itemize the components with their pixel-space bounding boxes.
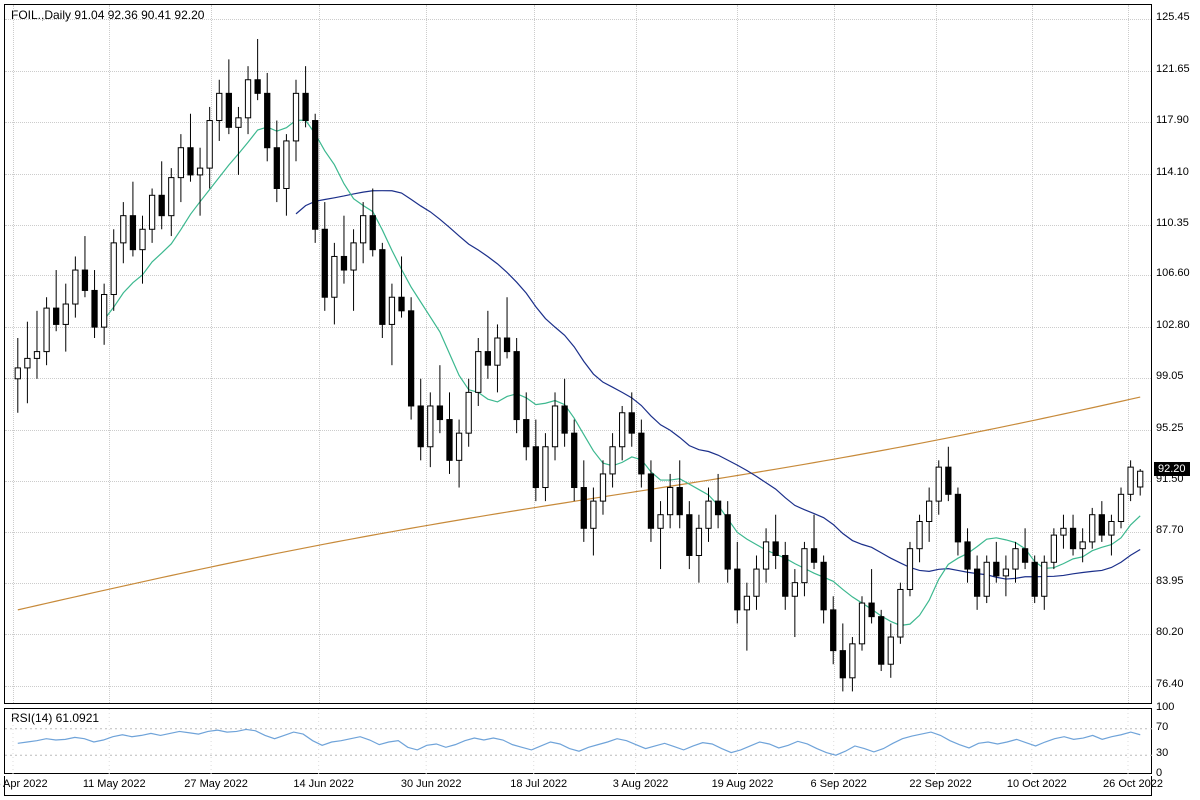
price-y-tick: 117.90 [1156,114,1189,126]
rsi-panel[interactable]: RSI(14) 61.0921 [4,708,1152,774]
x-tick: 11 May 2022 [74,778,154,790]
x-tick: 22 Sep 2022 [901,778,981,790]
rsi-y-tick: 70 [1156,721,1168,733]
price-y-tick: 114.10 [1156,166,1189,178]
price-chart-svg [5,5,1153,705]
rsi-y-tick: 100 [1156,701,1174,713]
price-y-tick: 121.65 [1156,63,1190,75]
rsi-y-tick: 30 [1156,747,1168,759]
price-y-tick: 99.05 [1156,370,1184,382]
price-chart-panel[interactable]: FOIL.,Daily 91.04 92.36 90.41 92.20 [4,4,1152,704]
rsi-svg [5,709,1153,775]
price-y-tick: 83.95 [1156,575,1184,587]
x-tick: 25 Apr 2022 [0,778,58,790]
x-axis-panel: 25 Apr 202211 May 202227 May 202214 Jun … [4,776,1152,796]
price-y-tick: 80.20 [1156,626,1184,638]
x-tick: 30 Jun 2022 [391,778,471,790]
price-y-tick: 87.70 [1156,524,1184,536]
x-tick: 26 Oct 2022 [1093,778,1173,790]
x-tick: 14 Jun 2022 [284,778,364,790]
x-tick: 3 Aug 2022 [601,778,681,790]
price-y-tick: 95.25 [1156,422,1184,434]
x-tick: 19 Aug 2022 [702,778,782,790]
price-y-tick: 106.60 [1156,267,1190,279]
x-tick: 27 May 2022 [176,778,256,790]
x-tick: 6 Sep 2022 [799,778,879,790]
x-tick: 10 Oct 2022 [997,778,1077,790]
price-y-tick: 76.40 [1156,678,1184,690]
price-y-tick: 102.80 [1156,319,1190,331]
current-price-badge: 92.20 [1154,462,1190,476]
x-tick: 18 Jul 2022 [499,778,579,790]
price-y-tick: 110.35 [1156,217,1189,229]
price-y-tick: 125.45 [1156,11,1190,23]
